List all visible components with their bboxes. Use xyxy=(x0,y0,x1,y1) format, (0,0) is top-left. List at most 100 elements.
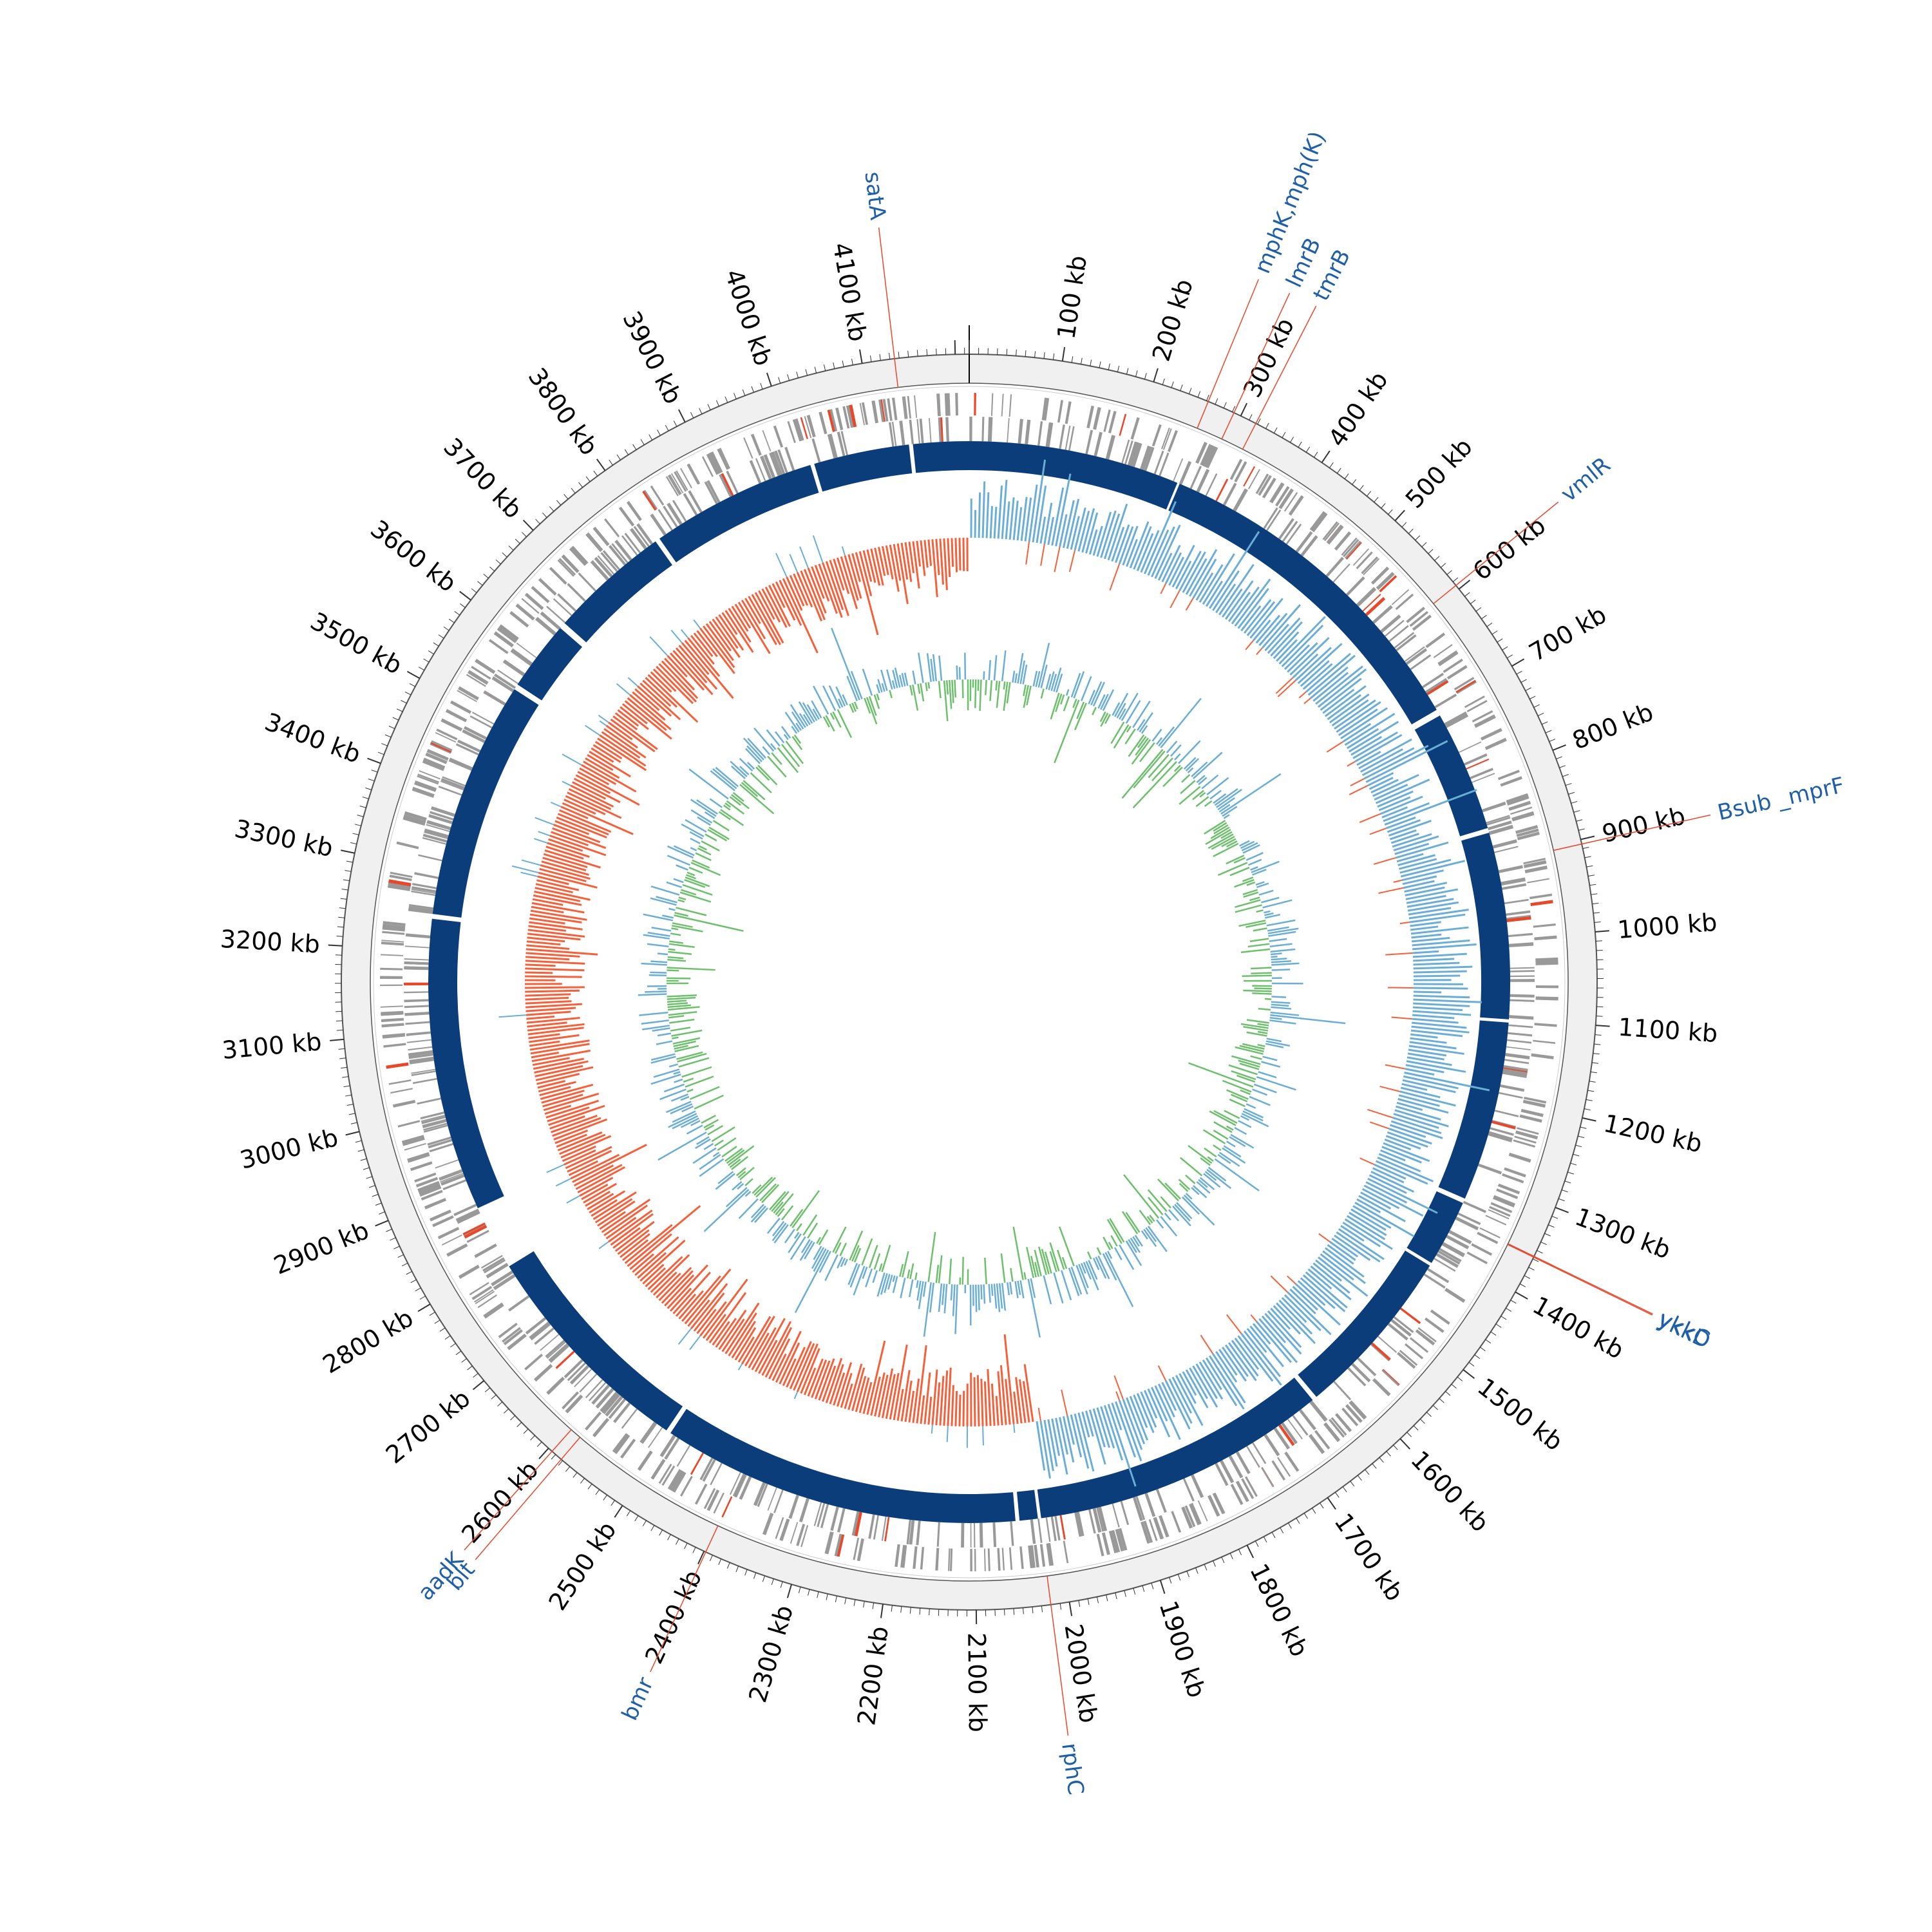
gc-skew-bar xyxy=(594,741,623,760)
gc-content-bar xyxy=(1160,697,1202,748)
gc-content-bar xyxy=(754,1207,768,1223)
minor-tick xyxy=(461,1358,467,1363)
gc-skew-bar xyxy=(675,1293,697,1317)
gc-skew-bar xyxy=(551,1114,598,1133)
gc-content-bar xyxy=(1173,764,1181,772)
minor-tick xyxy=(814,366,817,374)
gc-content-bar xyxy=(793,734,802,744)
gc-skew-bar xyxy=(1240,605,1262,632)
minor-tick xyxy=(1298,441,1302,448)
minor-tick xyxy=(439,1327,446,1332)
gc-skew-bar xyxy=(1140,1391,1157,1428)
gc-skew-bar xyxy=(1399,921,1410,924)
feature-mark xyxy=(1446,1235,1469,1249)
gc-content-bar xyxy=(745,748,761,764)
feature-mark xyxy=(834,1533,843,1557)
gc-skew-bar xyxy=(855,1376,867,1412)
gc-skew-bar xyxy=(1185,598,1194,611)
gc-content-bar xyxy=(739,757,753,772)
gc-skew-bar xyxy=(678,1290,704,1320)
feature-mark xyxy=(547,1378,565,1395)
gc-skew-bar xyxy=(538,831,550,837)
gc-skew-bar xyxy=(782,1358,797,1387)
feature-mark xyxy=(1466,699,1488,713)
minor-tick xyxy=(558,1460,564,1466)
gc-skew-bar xyxy=(1289,1289,1316,1314)
gc-content-bar xyxy=(688,768,729,800)
major-tick xyxy=(677,409,686,422)
feature-mark xyxy=(1108,410,1117,433)
minor-tick xyxy=(438,634,444,639)
gc-skew-bar xyxy=(693,1293,725,1332)
feature-mark xyxy=(483,1303,504,1319)
feature-mark xyxy=(1200,444,1211,466)
feature-mark xyxy=(486,1263,509,1279)
feature-mark xyxy=(414,781,437,792)
gc-content-bar xyxy=(1070,672,1081,698)
minor-tick xyxy=(1188,388,1192,394)
gc-skew-bar xyxy=(528,925,566,932)
feature-mark xyxy=(1434,1258,1456,1272)
kb-tick-label: 3200 kb xyxy=(220,925,321,959)
feature-mark xyxy=(837,431,846,457)
gc-skew-bar xyxy=(878,1374,889,1417)
gc-content-bar xyxy=(1100,694,1109,710)
gc-skew-bar xyxy=(526,1007,576,1012)
feature-mark xyxy=(687,463,701,485)
feature-mark xyxy=(1179,460,1192,485)
feature-mark xyxy=(1380,614,1401,633)
gene-leader-line xyxy=(650,1525,719,1672)
gc-content-bar xyxy=(1107,1251,1113,1259)
contig-block xyxy=(509,1251,683,1431)
gc-skew-bar xyxy=(534,838,548,844)
feature-mark xyxy=(990,417,993,442)
gc-content-bar xyxy=(1265,1040,1291,1047)
gc-content-bar xyxy=(694,1138,711,1150)
gc-content-bar xyxy=(1269,938,1287,942)
gc-skew-bar xyxy=(1403,1075,1459,1090)
major-tick xyxy=(1458,580,1471,590)
gc-content-bar xyxy=(1023,1272,1027,1280)
gc-content-bar xyxy=(744,1191,752,1197)
gc-skew-bar xyxy=(1016,507,1023,541)
gc-content-bar xyxy=(1233,857,1246,864)
gc-content-bar xyxy=(1141,1230,1148,1240)
feature-mark xyxy=(412,1077,437,1084)
gc-content-bar xyxy=(1240,840,1255,849)
feature-mark xyxy=(1248,469,1260,489)
minor-tick xyxy=(372,1194,379,1197)
feature-mark xyxy=(1155,1489,1167,1513)
feature-mark xyxy=(903,1545,907,1568)
gc-skew-bar xyxy=(1222,1347,1247,1382)
gc-skew-bar xyxy=(1346,1215,1386,1240)
gc-content-bar xyxy=(1141,725,1148,734)
feature-mark xyxy=(471,712,495,725)
gc-skew-bar xyxy=(1129,521,1150,569)
gc-skew-bar xyxy=(591,747,614,763)
feature-mark xyxy=(390,1088,413,1094)
gc-skew-bar xyxy=(585,1191,611,1207)
gc-skew-bar xyxy=(870,548,881,586)
major-tick xyxy=(538,1448,549,1459)
gc-skew-bar xyxy=(844,555,859,601)
feature-mark xyxy=(819,412,828,435)
minor-tick xyxy=(808,1589,810,1596)
gc-skew-bar xyxy=(585,757,620,779)
gc-content-bar xyxy=(1252,869,1267,876)
feature-mark xyxy=(1269,482,1283,502)
kb-tick-label: 2100 kb xyxy=(962,1633,992,1732)
feature-mark xyxy=(658,1463,672,1484)
gc-skew-bar xyxy=(543,1092,600,1112)
feature-mark xyxy=(456,1209,479,1222)
feature-mark xyxy=(548,1343,568,1361)
gc-content-bar xyxy=(692,1147,717,1164)
minor-tick xyxy=(1481,614,1487,620)
contig-block xyxy=(517,628,583,701)
kb-tick-label: 2900 kb xyxy=(270,1216,373,1280)
gc-skew-bar xyxy=(532,1057,570,1066)
feature-mark xyxy=(1524,866,1548,873)
gc-skew-bar xyxy=(1402,1079,1456,1094)
gc-content-bar xyxy=(672,1037,701,1045)
gc-skew-bar xyxy=(822,1365,837,1402)
gc-skew-bar xyxy=(1315,1259,1342,1282)
